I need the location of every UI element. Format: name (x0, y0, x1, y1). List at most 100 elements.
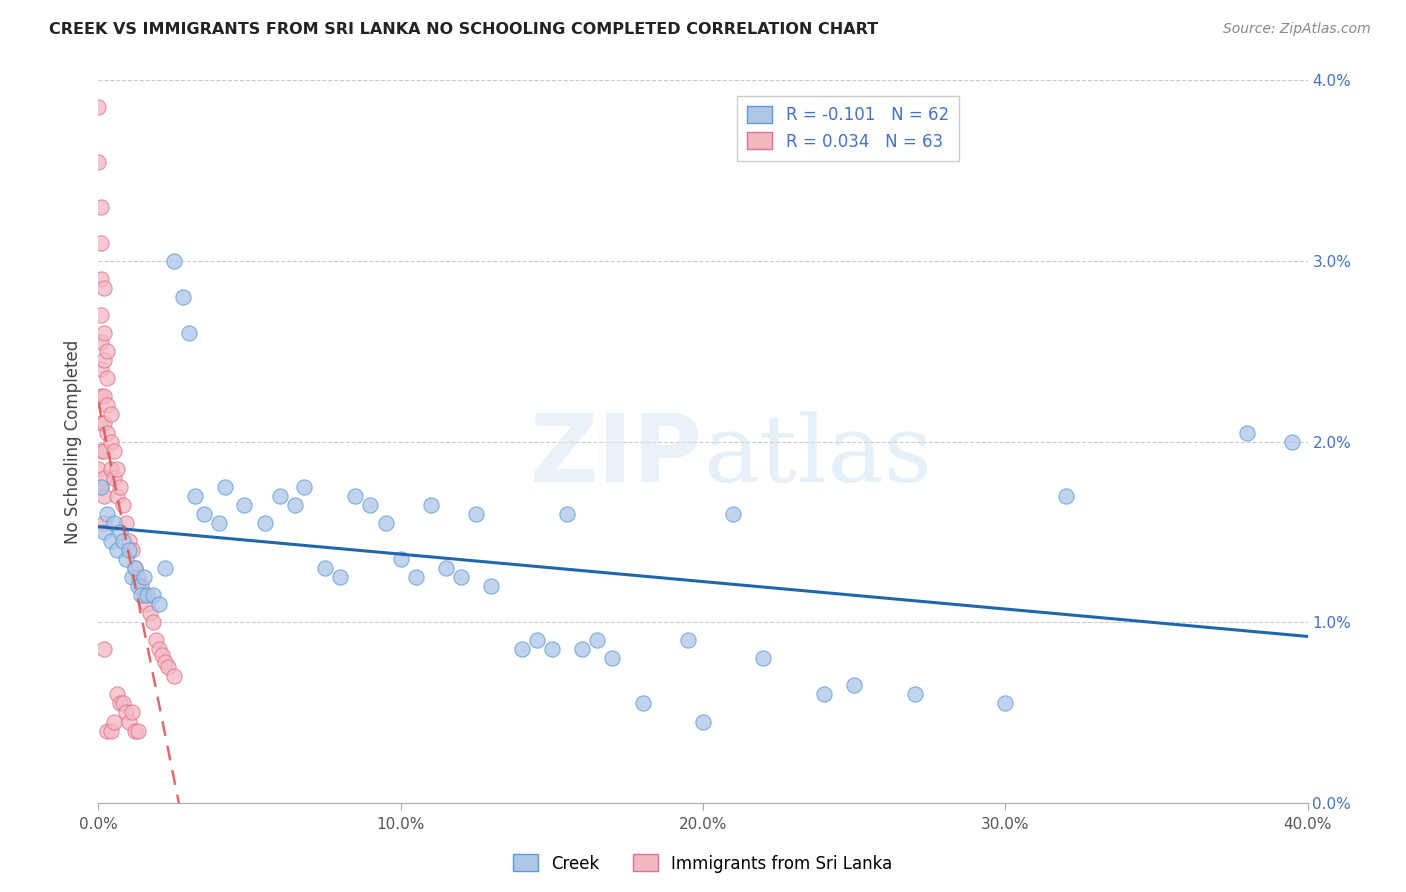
Point (111, 498, 134, 512)
Point (114, 706, 136, 720)
Point (1054, 489, 1077, 503)
Point (214, 480, 236, 494)
Point (148, 597, 170, 611)
Point (105, 687, 128, 701)
Point (90, 308, 112, 322)
Point (193, 507, 215, 521)
Point (540, 642, 562, 657)
Point (676, 633, 699, 648)
Point (127, 723, 149, 738)
Point (100, 434, 122, 449)
Point (103, 471, 125, 485)
Point (93, 524, 115, 539)
Point (555, 507, 578, 521)
Point (1281, 434, 1303, 449)
Point (124, 561, 146, 575)
Y-axis label: No Schooling Completed: No Schooling Completed (65, 340, 83, 543)
Point (142, 588, 165, 602)
Point (1236, 425, 1258, 440)
Point (93, 417, 115, 431)
Text: CREEK VS IMMIGRANTS FROM SRI LANKA NO SCHOOLING COMPLETED CORRELATION CHART: CREEK VS IMMIGRANTS FROM SRI LANKA NO SC… (49, 22, 879, 37)
Point (253, 516, 276, 530)
Point (127, 570, 149, 584)
Point (105, 461, 128, 475)
Point (96, 425, 118, 440)
Point (179, 326, 201, 340)
Point (121, 542, 143, 557)
Point (571, 642, 593, 657)
Point (93, 516, 115, 530)
Point (405, 570, 427, 584)
Point (145, 633, 167, 648)
Point (314, 561, 336, 575)
Point (93, 443, 115, 458)
Point (90, 443, 112, 458)
Point (124, 723, 146, 738)
Point (111, 697, 134, 711)
Point (184, 489, 207, 503)
Point (132, 570, 155, 584)
Point (93, 326, 115, 340)
Point (631, 697, 654, 711)
Point (163, 669, 186, 683)
Point (481, 579, 503, 593)
Point (90, 335, 112, 350)
Point (90, 480, 112, 494)
Text: atlas: atlas (703, 411, 932, 501)
Point (994, 697, 1017, 711)
Point (420, 498, 443, 512)
Point (139, 606, 162, 620)
Point (156, 660, 179, 674)
Point (150, 648, 173, 662)
Text: ZIP: ZIP (530, 410, 703, 502)
Point (87, 154, 110, 169)
Point (142, 615, 165, 630)
Point (232, 498, 254, 512)
Point (100, 723, 122, 738)
Point (129, 579, 152, 593)
Point (208, 516, 231, 530)
Point (96, 371, 118, 385)
Point (103, 443, 125, 458)
Point (87, 100, 110, 114)
Point (93, 353, 115, 368)
Point (96, 344, 118, 359)
Point (844, 678, 866, 692)
Point (90, 362, 112, 376)
Point (93, 471, 115, 485)
Point (93, 642, 115, 657)
Point (103, 516, 125, 530)
Point (111, 533, 134, 548)
Point (121, 570, 143, 584)
Point (100, 533, 122, 548)
Point (90, 272, 112, 286)
Point (93, 281, 115, 295)
Point (118, 714, 141, 729)
Point (90, 200, 112, 214)
Point (105, 542, 128, 557)
Point (389, 552, 412, 566)
Point (148, 642, 170, 657)
Point (510, 642, 533, 657)
Point (118, 542, 141, 557)
Point (90, 480, 112, 494)
Point (752, 651, 775, 665)
Legend: Creek, Immigrants from Sri Lanka: Creek, Immigrants from Sri Lanka (506, 847, 900, 880)
Point (87, 461, 110, 475)
Point (172, 290, 194, 304)
Point (93, 489, 115, 503)
Point (124, 561, 146, 575)
Point (904, 687, 927, 701)
Point (93, 389, 115, 403)
Point (360, 498, 382, 512)
Point (103, 714, 125, 729)
Point (114, 552, 136, 566)
Point (129, 588, 152, 602)
Point (90, 417, 112, 431)
Point (114, 516, 136, 530)
Legend: R = -0.101   N = 62, R = 0.034   N = 63: R = -0.101 N = 62, R = 0.034 N = 63 (737, 95, 959, 161)
Point (284, 498, 307, 512)
Point (434, 561, 457, 575)
Point (96, 398, 118, 412)
Point (108, 697, 131, 711)
